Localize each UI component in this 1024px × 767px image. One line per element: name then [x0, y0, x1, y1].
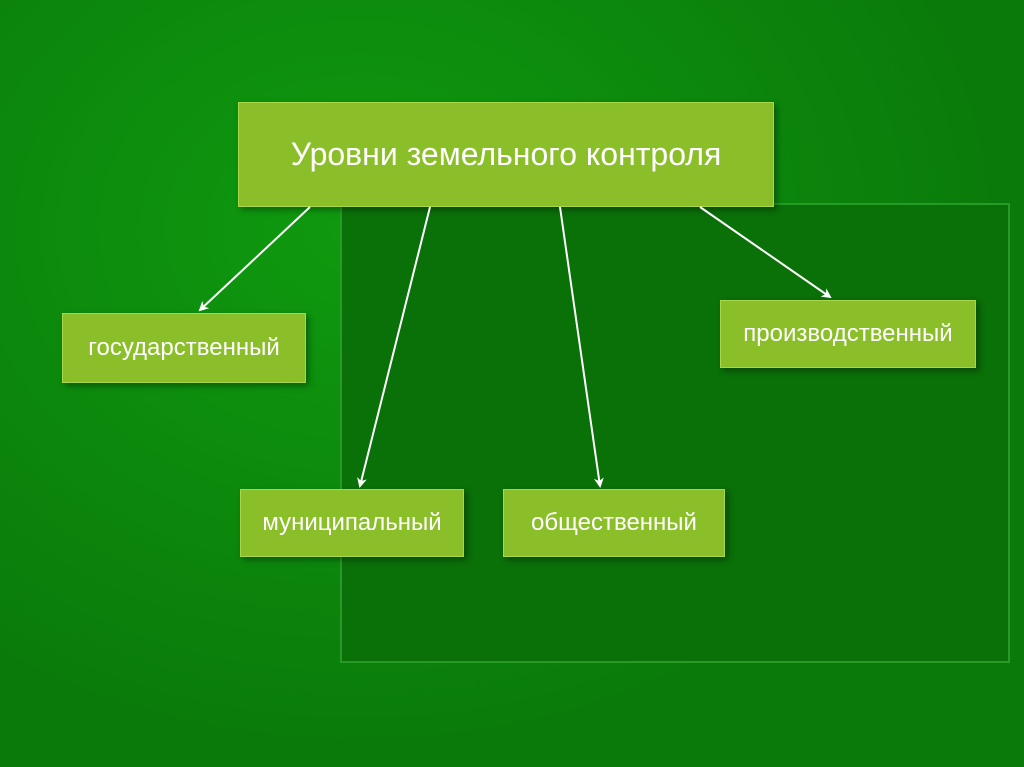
- child-node-label: производственный: [743, 320, 952, 348]
- child-node-label: муниципальный: [262, 509, 441, 537]
- child-node-gov: государственный: [62, 313, 306, 383]
- title-node-label: Уровни земельного контроля: [291, 136, 722, 173]
- child-node-pub: общественный: [503, 489, 725, 557]
- child-node-mun: муниципальный: [240, 489, 464, 557]
- child-node-prod: производственный: [720, 300, 976, 368]
- child-node-label: государственный: [88, 334, 279, 362]
- title-node: Уровни земельного контроля: [238, 102, 774, 207]
- decorative-panel: [340, 203, 1010, 663]
- child-node-label: общественный: [531, 509, 697, 537]
